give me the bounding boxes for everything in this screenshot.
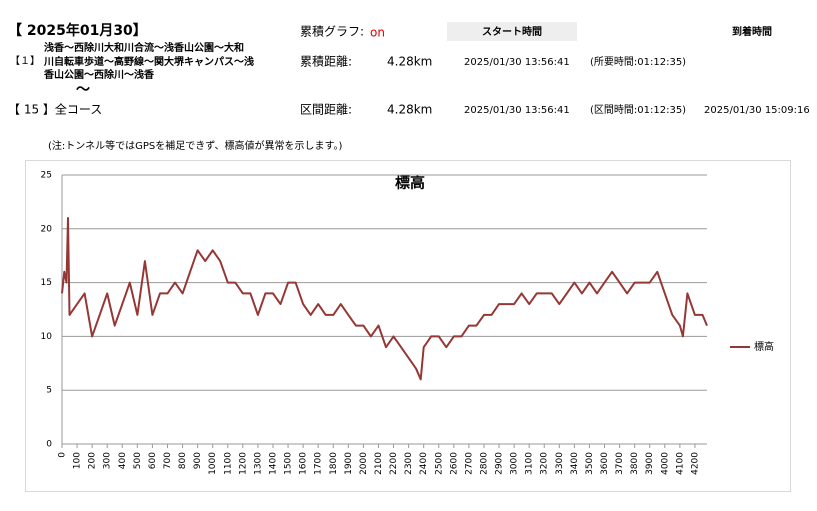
start-header-box <box>447 22 577 41</box>
distance-label: 累積距離: <box>300 54 352 69</box>
x-tick-label: 1000 <box>208 452 218 475</box>
x-tick-label: 1900 <box>344 452 354 475</box>
x-tick-label: 600 <box>148 452 158 469</box>
x-tick-label: 3500 <box>585 452 595 475</box>
x-tick-label: 2300 <box>404 452 414 475</box>
x-tick-label: 300 <box>103 452 113 469</box>
date: 【 2025年01月30】 <box>8 22 147 39</box>
x-tick-label: 3300 <box>555 452 565 475</box>
y-tick-label: 15 <box>41 278 52 288</box>
x-tick-label: 3200 <box>540 452 550 475</box>
y-tick-label: 10 <box>41 332 53 342</box>
x-tick-label: 2000 <box>359 452 369 475</box>
distance: 4.28km <box>387 55 432 69</box>
x-tick-label: 2900 <box>495 452 505 475</box>
x-tick-label: 2100 <box>374 452 384 475</box>
x-tick-label: 2700 <box>464 452 474 475</box>
start-time: 2025/01/30 13:56:41 <box>464 57 570 68</box>
x-tick-label: 4100 <box>675 452 685 475</box>
x-tick-label: 1500 <box>284 452 294 475</box>
start-header: スタート時間 <box>482 25 542 38</box>
x-tick-label: 3900 <box>645 452 655 475</box>
x-tick-label: 2600 <box>449 452 459 475</box>
x-tick-label: 1400 <box>268 452 278 475</box>
y-tick-label: 25 <box>41 171 52 181</box>
route-line: 浅香～西除川大和川合流～浅香山公園～大和 <box>44 41 244 54</box>
x-tick-label: 3000 <box>510 452 520 475</box>
note: (注:トンネル等ではGPSを補足できず、標高値が異常を示します。) <box>48 139 342 152</box>
x-tick-label: 3100 <box>525 452 535 475</box>
x-tick-label: 2400 <box>419 452 429 475</box>
y-tick-label: 20 <box>41 224 53 234</box>
route-mark: 〜 <box>76 82 90 98</box>
x-tick-label: 200 <box>88 452 98 469</box>
x-tick-label: 3600 <box>600 452 610 475</box>
arrival-time: 2025/01/30 15:09:16 <box>704 105 810 116</box>
x-tick-label: 3700 <box>615 452 625 475</box>
x-tick-label: 4200 <box>690 452 700 475</box>
x-tick-label: 1100 <box>223 452 233 475</box>
x-tick-label: 900 <box>193 452 203 469</box>
distance: 4.28km <box>387 103 432 117</box>
x-tick-label: 0 <box>58 452 68 458</box>
x-tick-label: 3800 <box>630 452 640 475</box>
graph-label: 累積グラフ: <box>300 24 364 39</box>
y-tick-label: 5 <box>46 386 52 396</box>
x-tick-label: 1800 <box>329 452 339 475</box>
x-tick-label: 1200 <box>238 452 248 475</box>
x-tick-label: 2800 <box>479 452 489 475</box>
row-index: 【 15 】全コース <box>8 102 102 117</box>
duration: (区間時間:01:12:35) <box>590 104 686 116</box>
row-index: 【１】 <box>10 55 40 67</box>
chart-title: 標高 <box>395 174 425 192</box>
legend-label: 標高 <box>754 340 774 353</box>
x-tick-label: 1700 <box>314 452 324 475</box>
graph-state[interactable]: on <box>370 26 385 40</box>
elevation-line <box>61 217 708 381</box>
x-tick-label: 100 <box>73 452 83 469</box>
x-tick-label: 3400 <box>570 452 580 475</box>
duration: (所要時間:01:12:35) <box>590 56 686 68</box>
route-line: 香山公園～西除川～浅香 <box>44 68 154 81</box>
x-tick-label: 1600 <box>299 452 309 475</box>
route-line: 川自転車歩道～高野線～関大堺キャンパス～浅 <box>43 55 254 68</box>
arrival-header: 到着時間 <box>732 25 772 38</box>
x-tick-label: 500 <box>133 452 143 469</box>
x-tick-label: 800 <box>178 452 188 469</box>
chart-frame <box>25 160 791 492</box>
distance-label: 区間距離: <box>300 103 352 117</box>
x-tick-label: 4000 <box>660 452 670 475</box>
x-tick-label: 2500 <box>434 452 444 475</box>
start-time: 2025/01/30 13:56:41 <box>464 105 570 116</box>
x-tick-label: 700 <box>163 452 173 469</box>
x-tick-label: 2200 <box>389 452 399 475</box>
x-tick-label: 1300 <box>253 452 263 475</box>
y-tick-label: 0 <box>46 440 52 450</box>
x-tick-label: 400 <box>118 452 128 469</box>
